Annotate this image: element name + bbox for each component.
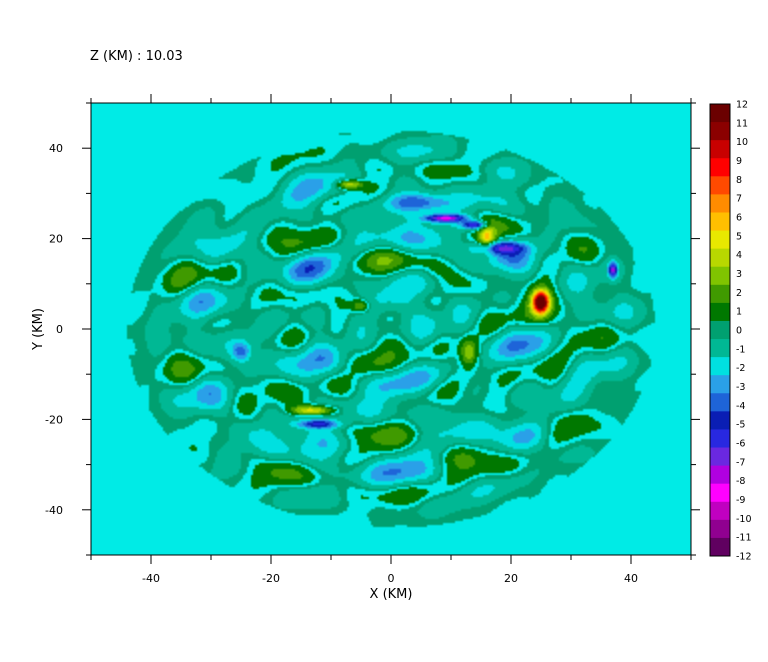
colorbar-label: 6 <box>736 213 742 224</box>
colorbar-label: -1 <box>736 344 745 355</box>
colorbar-label: -4 <box>736 401 745 412</box>
colorbar-swatch <box>710 194 730 213</box>
colorbar-swatch <box>710 248 730 268</box>
colorbar-swatch <box>710 266 730 286</box>
colorbar-swatch <box>710 284 730 304</box>
colorbar-swatch <box>710 357 730 376</box>
y-tick-label: 20 <box>49 233 63 246</box>
plot-area: -40 -20 0 20 40 -40 -20 0 20 40 <box>45 94 700 585</box>
colorbar-swatch <box>710 140 730 159</box>
colorbar-swatch <box>710 393 730 412</box>
colorbar-label: 5 <box>736 231 742 242</box>
colorbar-swatch <box>710 537 730 557</box>
colorbar-label: -11 <box>736 533 752 544</box>
x-tick-label: 0 <box>388 572 395 585</box>
colorbar-label: 4 <box>736 250 742 261</box>
colorbar-swatch <box>710 176 730 195</box>
colorbar-label: -12 <box>736 552 752 563</box>
x-tick-label: -20 <box>262 572 280 585</box>
colorbar-swatch <box>710 339 730 358</box>
colorbar-label: -7 <box>736 457 745 468</box>
x-tick-labels: -40 -20 0 20 40 <box>142 572 638 585</box>
y-axis-label: Y (KM) <box>31 308 46 351</box>
colorbar-swatch <box>710 465 730 485</box>
colorbar-label: -8 <box>736 476 745 487</box>
heatmap-field <box>91 103 691 555</box>
colorbar-label: 2 <box>736 288 742 299</box>
colorbar-swatch <box>710 501 730 521</box>
colorbar-swatch <box>710 104 730 123</box>
colorbar-swatch <box>710 212 730 232</box>
colorbar-label: -9 <box>736 495 745 506</box>
y-tick-label: 40 <box>49 142 63 155</box>
colorbar-label: -3 <box>736 382 745 393</box>
colorbar-label: -2 <box>736 363 745 374</box>
colorbar-label: 12 <box>736 100 748 111</box>
y-tick-label: 0 <box>56 323 63 336</box>
colorbar-label: 9 <box>736 156 742 167</box>
colorbar-label: 0 <box>736 326 742 337</box>
colorbar-label: -6 <box>736 439 745 450</box>
colorbar-swatch <box>710 411 730 430</box>
colorbar: 1211109876543210-1-2-3-4-5-6-7-8-9-10-11… <box>709 100 752 563</box>
colorbar-label: 10 <box>736 137 748 148</box>
y-tick-label: -20 <box>45 413 63 426</box>
colorbar-swatch <box>710 519 730 539</box>
x-tick-label: -40 <box>142 572 160 585</box>
axis-ticks <box>82 94 700 564</box>
colorbar-swatch <box>710 447 730 467</box>
x-axis-label: X (KM) <box>370 587 413 602</box>
colorbar-swatch <box>710 375 730 394</box>
colorbar-swatch <box>710 122 730 141</box>
colorbar-swatch <box>710 230 730 250</box>
colorbar-swatch <box>710 158 730 177</box>
colorbar-frame <box>709 103 731 557</box>
colorbar-swatch <box>710 302 730 322</box>
x-tick-label: 40 <box>624 572 638 585</box>
colorbar-swatch <box>710 429 730 449</box>
colorbar-label: 1 <box>736 307 742 318</box>
colorbar-label: 7 <box>736 194 742 205</box>
colorbar-label: -10 <box>736 514 752 525</box>
level-header: Z (KM) : 10.03 <box>90 49 183 64</box>
colorbar-label: 8 <box>736 175 742 186</box>
y-tick-label: -40 <box>45 504 63 517</box>
colorbar-label: 3 <box>736 269 742 280</box>
colorbar-swatch <box>710 483 730 503</box>
colorbar-label: -5 <box>736 420 745 431</box>
x-tick-label: 20 <box>504 572 518 585</box>
colorbar-label: 11 <box>736 118 748 129</box>
colorbar-swatch <box>710 320 730 340</box>
y-tick-labels: -40 -20 0 20 40 <box>45 142 63 517</box>
